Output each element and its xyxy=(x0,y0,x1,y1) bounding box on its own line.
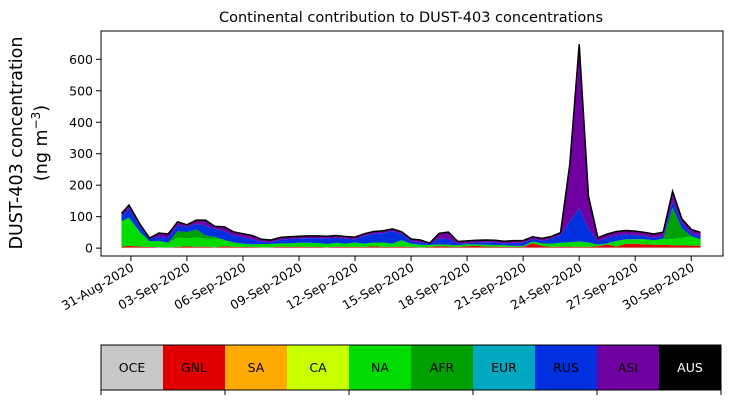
y-axis-label-close: ) xyxy=(32,105,52,112)
y-tick-label: 100 xyxy=(69,209,93,224)
y-axis-label-line1: DUST-403 concentration xyxy=(7,37,27,250)
stacked-areas xyxy=(121,44,701,249)
y-tick-label: 500 xyxy=(69,83,93,98)
area-oce xyxy=(121,247,701,249)
chart-title: Continental contribution to DUST-403 con… xyxy=(219,10,603,26)
y-axis-label-unit: (ng m xyxy=(32,129,52,181)
legend-frame xyxy=(100,344,722,391)
area-asi xyxy=(121,44,701,244)
area-na xyxy=(121,217,701,248)
legend-swatch-sa xyxy=(225,345,287,390)
y-tick-label: 400 xyxy=(69,115,93,130)
legend-label-rus: RUS xyxy=(553,360,579,375)
area-aus xyxy=(121,44,701,244)
legend-swatch-eur xyxy=(473,345,535,390)
legend-swatch-oce xyxy=(101,345,163,390)
y-tick-label: 600 xyxy=(69,52,93,67)
legend-swatch-asi xyxy=(597,345,659,390)
total-outline xyxy=(120,44,701,244)
y-tick-label: 0 xyxy=(85,241,93,256)
legend-label-oce: OCE xyxy=(119,360,146,375)
y-tick-label: 200 xyxy=(69,178,93,193)
y-tick-label: 300 xyxy=(69,146,93,161)
legend-swatch-na xyxy=(349,345,411,390)
y-axis-label-exponent: −3 xyxy=(29,112,43,130)
area-gnl xyxy=(121,243,701,248)
legend-swatch-gnl xyxy=(163,345,225,390)
legend-swatch-afr xyxy=(411,345,473,390)
legend-label-ca: CA xyxy=(309,360,327,375)
legend-swatch-rus xyxy=(535,345,597,390)
legend-label-aus: AUS xyxy=(677,360,703,375)
legend-label-sa: SA xyxy=(248,360,265,375)
y-axis-label-line2: (ng m−3) xyxy=(29,105,52,181)
legend-label-eur: EUR xyxy=(491,360,517,375)
plot-frame xyxy=(100,30,724,257)
legend-label-gnl: GNL xyxy=(181,360,207,375)
area-rus xyxy=(121,201,701,246)
legend-colorbar: OCE GNL SA CA NA AFR EUR RUS ASI AUS xyxy=(100,344,722,395)
legend-label-afr: AFR xyxy=(430,360,455,375)
y-axis-ticks: 0 100 200 300 400 500 600 xyxy=(69,52,101,256)
y-axis-label: DUST-403 concentration (ng m−3) xyxy=(7,37,52,250)
legend-swatch-ca xyxy=(287,345,349,390)
legend-swatch-aus xyxy=(659,345,721,390)
legend-label-na: NA xyxy=(371,360,389,375)
x-axis-ticks: 31-Aug-202003-Sep-202006-Sep-202009-Sep-… xyxy=(59,256,697,313)
legend-label-asi: ASI xyxy=(618,360,638,375)
